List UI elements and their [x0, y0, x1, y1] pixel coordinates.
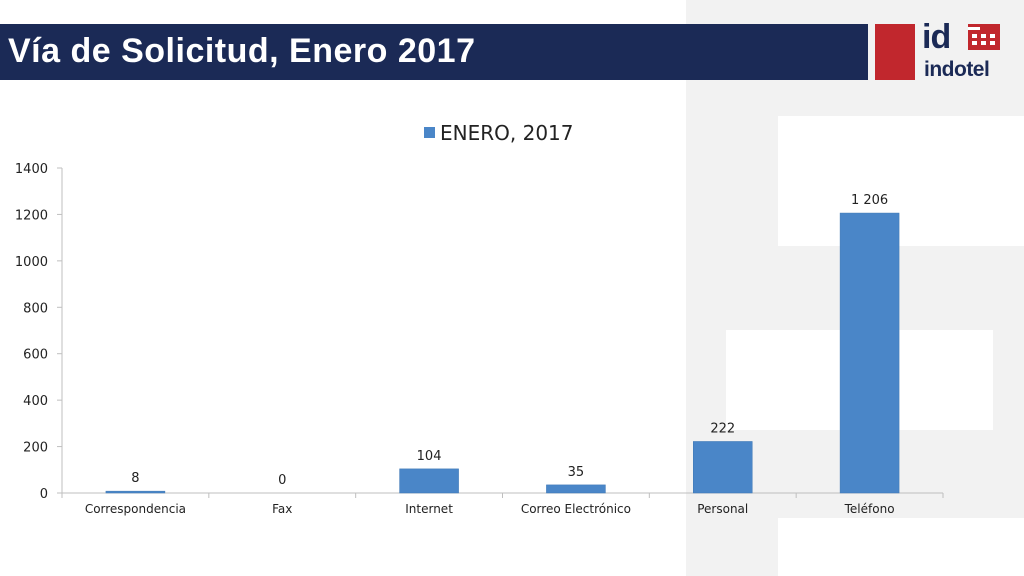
x-category-label: Correo Electrónico: [521, 502, 631, 516]
background-panel: [993, 330, 1024, 430]
legend-label: ENERO, 2017: [440, 121, 574, 145]
background-card: [778, 116, 1024, 246]
x-category-label: Fax: [272, 502, 292, 516]
background-panel: [686, 330, 726, 430]
logo-wordmark: indotel: [924, 58, 990, 81]
y-axis: 0 200 400 600 800 1000 1200 1400: [15, 162, 63, 502]
y-tick-label: 0: [40, 487, 48, 502]
y-tick-label: 800: [23, 301, 48, 316]
bar: [399, 468, 459, 494]
bar: [693, 441, 753, 494]
background-panel: [686, 116, 778, 246]
bar: [105, 490, 166, 494]
legend: ENERO, 2017: [424, 121, 574, 145]
data-label: 35: [568, 465, 585, 480]
x-category-label: Internet: [405, 502, 453, 516]
bar: [839, 212, 900, 494]
bar-chart: ENERO, 2017 0 200 400 600 800 1000 1200 1400 Co…: [15, 121, 944, 516]
indotel-logo: id indotel: [922, 18, 1004, 82]
data-label: 0: [278, 473, 286, 488]
background-panel: [686, 518, 778, 576]
y-tick-label: 1200: [15, 208, 48, 223]
y-tick-label: 400: [23, 394, 48, 409]
y-tick-label: 1400: [15, 162, 48, 177]
data-label: 222: [710, 421, 735, 436]
slide-title: Vía de Solicitud, Enero 2017: [8, 32, 476, 70]
data-label: 104: [417, 449, 442, 464]
x-category-label: Teléfono: [844, 502, 895, 516]
data-label: 8: [131, 471, 139, 486]
legend-swatch: [424, 127, 435, 138]
x-category-label: Correspondencia: [85, 502, 186, 516]
bars: 8 0 104 35 222 1 206: [105, 193, 900, 494]
x-axis: Correspondencia Fax Internet Correo Electró…: [61, 492, 944, 516]
x-category-label: Personal: [697, 502, 748, 516]
logo-keypad-icon: [968, 24, 1000, 50]
y-tick-label: 1000: [15, 255, 48, 270]
bar: [546, 484, 606, 494]
y-tick-label: 200: [23, 441, 48, 456]
title-bar: Vía de Solicitud, Enero 2017: [0, 24, 868, 80]
data-label: 1 206: [851, 193, 888, 208]
logo-mark: id: [922, 18, 951, 56]
y-tick-label: 600: [23, 348, 48, 363]
logo-red-block: [875, 24, 915, 80]
background-card: [778, 518, 1024, 576]
